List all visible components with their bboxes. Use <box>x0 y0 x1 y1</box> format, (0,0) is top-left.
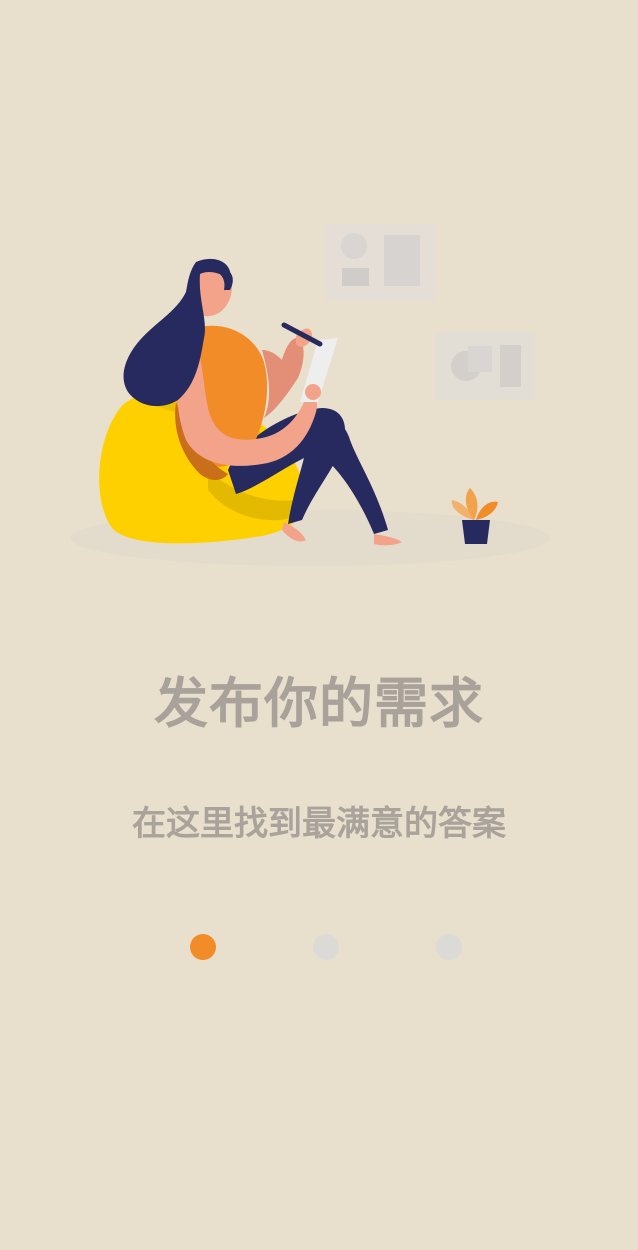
torso <box>175 325 318 480</box>
wall-frame-1 <box>325 224 436 300</box>
page-dot-1[interactable] <box>190 934 216 960</box>
woman-on-beanbag-writing-illustration <box>70 224 550 566</box>
page-dot-3[interactable] <box>436 934 462 960</box>
notebook <box>281 322 338 402</box>
potted-plant <box>451 488 498 544</box>
onboarding-subtitle: 在这里找到最满意的答案 <box>132 804 506 844</box>
wall-frame-2 <box>435 332 535 400</box>
page-dot-2[interactable] <box>313 934 339 960</box>
onboarding-title: 发布你的需求 <box>154 672 484 735</box>
head <box>123 258 233 407</box>
page-indicator <box>0 934 638 962</box>
legs <box>228 408 402 546</box>
